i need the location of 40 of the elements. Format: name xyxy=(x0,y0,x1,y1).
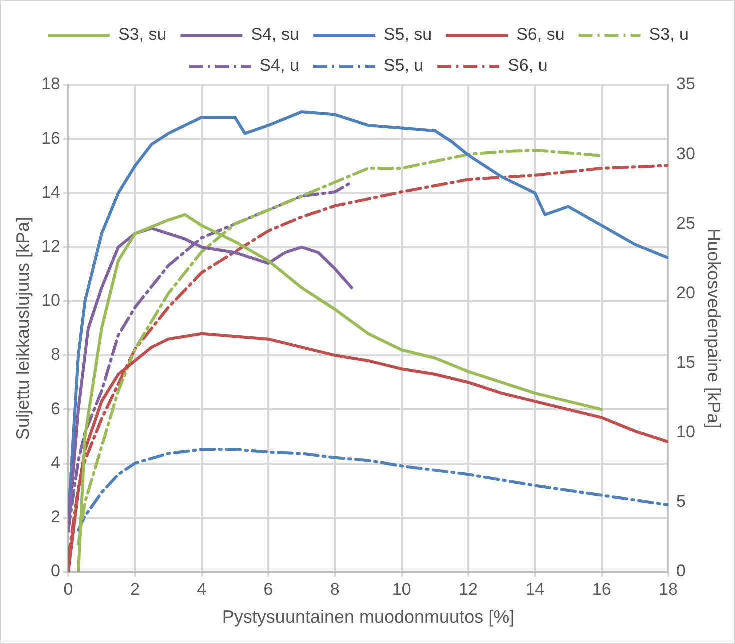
y-tick-label: 2 xyxy=(51,508,61,527)
legend-label: S5, u xyxy=(384,56,424,76)
y-tick-label: 18 xyxy=(42,74,61,94)
y-tick-label: 16 xyxy=(42,128,61,148)
y2-tick-label: 10 xyxy=(676,422,696,442)
y-tick-label: 10 xyxy=(42,291,61,310)
legend-label: S3, su xyxy=(118,25,167,44)
y-tick-label: 0 xyxy=(51,562,61,581)
y-tick-label: 12 xyxy=(42,237,61,256)
x-axis-title: Pystysuuntainen muodonmuutos [%] xyxy=(222,607,515,628)
y2-tick-label: 30 xyxy=(676,144,696,164)
legend-label: S4, u xyxy=(260,56,300,76)
line-series xyxy=(77,448,668,532)
legend-label: S5, su xyxy=(384,25,432,44)
y-tick-label: 6 xyxy=(51,399,61,418)
y2-tick-label: 35 xyxy=(676,74,696,94)
x-tick-label: 12 xyxy=(459,580,478,599)
x-tick-label: 6 xyxy=(264,580,274,599)
y2-tick-label: 0 xyxy=(676,562,686,581)
legend-label: S4, su xyxy=(251,25,300,44)
y2-axis-title: Huokosvedenpaine [kPa] xyxy=(704,228,724,429)
x-tick-label: 4 xyxy=(197,580,207,599)
x-tick-label: 10 xyxy=(392,580,412,599)
y-axis-title: Suljettu leikkauslujuus [kPa] xyxy=(12,216,33,440)
y-tick-label: 14 xyxy=(42,182,61,202)
x-tick-label: 16 xyxy=(592,580,612,599)
x-tick-label: 18 xyxy=(659,580,678,599)
y2-tick-label: 20 xyxy=(676,283,696,302)
x-tick-label: 0 xyxy=(64,580,74,599)
x-tick-label: 2 xyxy=(130,580,140,599)
y-tick-label: 4 xyxy=(51,453,61,472)
legend-label: S6, u xyxy=(508,56,548,76)
y2-tick-label: 15 xyxy=(676,352,696,372)
y2-tick-label: 25 xyxy=(676,214,696,233)
legend-label: S3, u xyxy=(649,25,689,44)
x-tick-label: 14 xyxy=(526,580,545,599)
x-tick-label: 8 xyxy=(330,580,340,599)
y-tick-label: 8 xyxy=(51,345,61,364)
y2-tick-label: 5 xyxy=(676,492,686,512)
legend-label: S6, su xyxy=(516,25,565,44)
